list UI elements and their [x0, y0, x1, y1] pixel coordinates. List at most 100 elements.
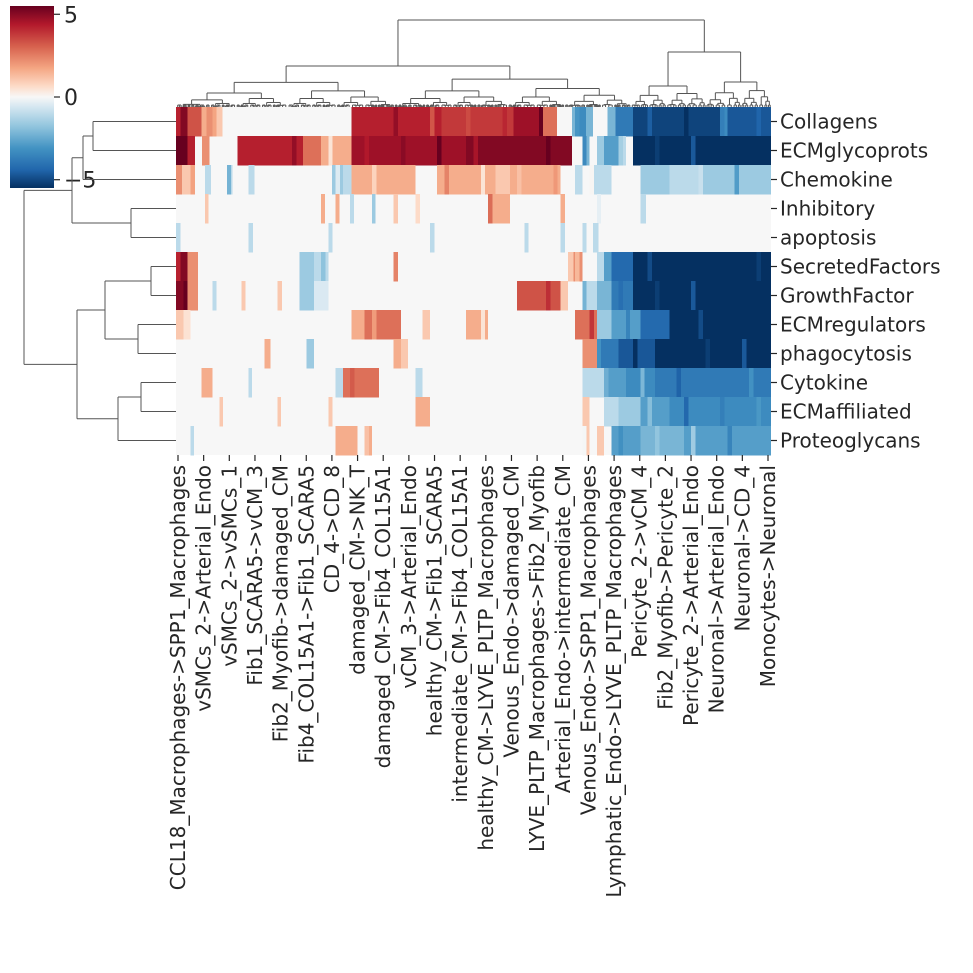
- heatmap-cell-variation: [647, 397, 652, 427]
- heatmap-cell-variation: [589, 310, 594, 340]
- heatmap-cell: [248, 223, 253, 253]
- heatmap-cell-variation: [473, 136, 478, 166]
- heatmap-cell: [640, 426, 684, 456]
- heatmap-cell-variation: [720, 252, 725, 282]
- heatmap-cell-variation: [712, 368, 718, 398]
- colorbar-gradient: [10, 6, 54, 188]
- heatmap-cell: [429, 223, 435, 253]
- heatmap-cell-variation: [517, 165, 522, 195]
- column-label: Monocytes->Neuronal: [756, 465, 780, 687]
- heatmap-cell-variation: [654, 136, 660, 166]
- heatmap-cell-variation: [183, 281, 188, 311]
- heatmap-cell: [187, 107, 202, 137]
- heatmap-cell-variation: [357, 107, 362, 137]
- heatmap-cell: [578, 107, 586, 137]
- heatmap-cell: [328, 397, 333, 427]
- heatmap-cell: [633, 107, 721, 137]
- heatmap-cell-variation: [705, 339, 711, 369]
- heatmap-cell: [241, 281, 246, 311]
- heatmap-cell: [618, 397, 641, 427]
- heatmap-cell-variation: [488, 194, 493, 224]
- column-label: Neuronal->CD_4: [730, 465, 754, 632]
- heatmap-cell: [596, 252, 605, 282]
- row-label: SecretedFactors: [780, 255, 941, 279]
- heatmap-cell: [206, 107, 216, 137]
- heatmap-cell: [212, 281, 217, 311]
- heatmap-cell: [513, 107, 543, 137]
- heatmap-cell: [596, 426, 605, 456]
- heatmap-cell: [205, 165, 211, 195]
- heatmap-cell-variation: [176, 252, 181, 282]
- heatmap-cell: [299, 252, 314, 282]
- heatmap-cell-variation: [582, 426, 587, 456]
- heatmap-cell: [441, 107, 514, 137]
- column-label: CD_4->CD_8: [320, 465, 344, 593]
- heatmap-cell-variation: [734, 165, 740, 195]
- column-label: Fib1_SCARA5->vCM_3: [243, 465, 267, 686]
- heatmap-cell-variation: [226, 165, 232, 195]
- row-dendrogram: [23, 121, 176, 441]
- heatmap-cell: [215, 107, 223, 137]
- colorbar: 5 0 −5: [10, 3, 96, 194]
- heatmap-cell-variation: [480, 310, 486, 340]
- heatmap-cell: [596, 281, 612, 311]
- heatmap-cell: [582, 223, 587, 253]
- heatmap-cell: [313, 281, 329, 311]
- heatmap-cell-variation: [720, 397, 725, 427]
- heatmap-cell-variation: [575, 107, 580, 137]
- heatmap-cell: [176, 107, 188, 137]
- heatmap-cell: [400, 339, 409, 369]
- heatmap-cell-variation: [741, 339, 747, 369]
- heatmap-cell: [604, 252, 612, 282]
- heatmap-cell-variation: [691, 136, 696, 166]
- heatmap-cell: [611, 426, 641, 456]
- column-label: vCM_3->Arterial_Endo: [397, 465, 421, 689]
- heatmap-cell: [669, 165, 699, 195]
- heatmap-cell-variation: [625, 310, 631, 340]
- heatmap-cell-variation: [727, 426, 732, 456]
- heatmap-cell: [277, 281, 282, 311]
- heatmap-cell-variation: [393, 252, 399, 282]
- heatmap-cell: [328, 223, 333, 253]
- column-label: Venous_Endo->SPP1_Macrophages: [576, 465, 600, 815]
- heatmap-cell: [560, 223, 565, 253]
- heatmap-cell-variation: [415, 194, 420, 224]
- heatmap-cell: [187, 252, 198, 282]
- heatmap-cell-variation: [683, 252, 689, 282]
- heatmap-cell: [335, 426, 358, 456]
- heatmap-cell: [422, 310, 430, 340]
- heatmap-cell-variation: [292, 136, 297, 166]
- heatmap-cell-variation: [698, 310, 703, 340]
- heatmap-cell: [183, 310, 191, 340]
- column-label: LYVE_PLTP_Macrophages->Fib2_Myofib: [525, 465, 549, 852]
- heatmap-cell-variation: [727, 281, 732, 311]
- heatmap-cell-variation: [604, 368, 609, 398]
- heatmap-cell: [466, 136, 573, 166]
- heatmap-cell: [350, 194, 354, 224]
- heatmap-cells: [176, 107, 771, 456]
- heatmap-cell: [190, 426, 195, 456]
- heatmap-cell-variation: [444, 165, 449, 195]
- row-label: GrowthFactor: [780, 284, 914, 308]
- heatmap-cell: [299, 281, 314, 311]
- heatmap-cell-variation: [582, 136, 587, 166]
- heatmap-cell-variation: [596, 339, 602, 369]
- row-label: ECMregulators: [780, 313, 926, 337]
- column-label: CCL18_Macrophages->SPP1_Macrophages: [166, 465, 190, 890]
- heatmap-cell-variation: [371, 165, 377, 195]
- heatmap-cell-variation: [633, 339, 638, 369]
- heatmap-cell: [393, 339, 401, 369]
- column-label: damaged_CM->NK_T: [346, 464, 370, 675]
- heatmap-cell-variation: [328, 136, 333, 166]
- heatmap-cell: [176, 165, 182, 195]
- heatmap-cell: [237, 136, 303, 166]
- heatmap-cell-variation: [618, 426, 623, 456]
- heatmap-cell: [524, 223, 529, 253]
- heatmap-cell-variation: [408, 165, 413, 195]
- heatmap-cell-variation: [183, 136, 188, 166]
- heatmap-cell-variation: [176, 107, 181, 137]
- heatmap-cell-variation: [480, 165, 486, 195]
- heatmap-cell: [604, 368, 626, 398]
- heatmap-cell-variation: [618, 136, 623, 166]
